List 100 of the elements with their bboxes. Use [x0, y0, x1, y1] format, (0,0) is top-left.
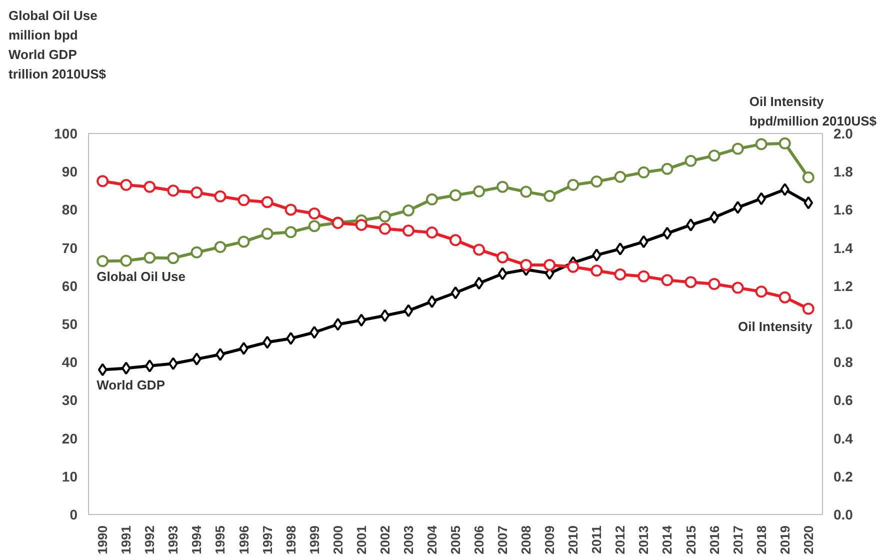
- point: [402, 204, 414, 216]
- y2-tick-label: 0.6: [834, 392, 854, 408]
- point: [544, 258, 556, 271]
- point: [450, 234, 462, 246]
- point: [708, 150, 720, 162]
- point: [238, 194, 250, 206]
- y-tick-label: 60: [62, 278, 78, 294]
- y2-axis-title: Oil Intensity bpd/million 2010US$: [749, 94, 878, 128]
- y2-tick-label: 0.4: [834, 430, 854, 446]
- y2-tick-label: 1.2: [834, 278, 854, 294]
- point: [145, 359, 154, 372]
- point: [496, 180, 509, 193]
- point: [474, 276, 484, 290]
- point: [426, 226, 438, 239]
- point: [261, 196, 274, 208]
- x-tick-label: 2000: [330, 526, 346, 554]
- point: [778, 291, 791, 304]
- y-tick-label: 50: [62, 316, 78, 332]
- x-tick-label: 2007: [495, 526, 510, 554]
- point: [638, 270, 650, 282]
- point: [639, 235, 648, 248]
- y2-tick-label: 1.6: [834, 202, 854, 218]
- y-tick-label: 70: [62, 240, 78, 256]
- x-tick-label: 2003: [400, 526, 416, 554]
- x-tick-label: 2008: [518, 526, 534, 554]
- point: [355, 218, 368, 231]
- point: [284, 226, 297, 238]
- point: [261, 228, 274, 240]
- point: [544, 190, 556, 202]
- y-tick-label: 90: [62, 164, 78, 180]
- point: [308, 208, 320, 220]
- point: [284, 204, 297, 216]
- x-tick-label: 2009: [542, 526, 558, 554]
- x-tick-label: 1998: [283, 526, 298, 554]
- point: [590, 264, 603, 277]
- point: [520, 186, 532, 198]
- point: [473, 244, 486, 256]
- point: [98, 363, 108, 376]
- point: [755, 286, 768, 298]
- x-tick-label: 1997: [260, 526, 275, 554]
- x-tick-label: 2012: [612, 526, 628, 554]
- point: [378, 210, 391, 223]
- point: [450, 286, 460, 300]
- x-tick-label: 1990: [95, 526, 110, 554]
- point: [167, 184, 180, 197]
- point: [684, 154, 697, 167]
- point: [333, 318, 343, 331]
- x-tick-label: 1999: [306, 526, 322, 554]
- point: [662, 226, 672, 240]
- y-tick-label: 100: [54, 126, 78, 142]
- point: [167, 252, 180, 264]
- x-tick-label: 2017: [730, 526, 746, 554]
- point: [614, 170, 626, 183]
- x-tick-label: 2011: [589, 526, 604, 554]
- point: [402, 224, 414, 237]
- point: [756, 192, 766, 206]
- point: [567, 178, 580, 191]
- point: [262, 336, 272, 349]
- point: [732, 282, 744, 294]
- point: [804, 196, 814, 210]
- y2-tick-label: 1.0: [834, 316, 854, 332]
- point: [356, 314, 366, 327]
- x-tick-label: 2020: [800, 526, 816, 554]
- point: [686, 218, 696, 232]
- point: [450, 189, 462, 202]
- point: [190, 186, 203, 199]
- point: [239, 342, 248, 355]
- x-tick-label: 2006: [472, 526, 487, 554]
- point: [96, 255, 109, 268]
- x-tick-label: 2015: [683, 526, 698, 554]
- point: [661, 162, 674, 175]
- x-tick-label: 1993: [166, 526, 181, 554]
- y2-tick-label: 0.2: [834, 468, 854, 484]
- x-tick-label: 1994: [189, 524, 204, 554]
- y2-tick-label: 1.8: [834, 164, 854, 180]
- x-tick-label: 1991: [118, 526, 134, 554]
- point: [190, 246, 203, 258]
- point: [286, 332, 296, 345]
- point: [238, 236, 250, 248]
- point: [614, 268, 626, 280]
- point: [520, 258, 532, 271]
- point: [708, 278, 720, 290]
- point: [310, 326, 320, 339]
- point: [638, 166, 650, 178]
- series-label: Global Oil Use: [96, 269, 186, 284]
- point: [380, 309, 390, 322]
- point: [168, 357, 178, 370]
- point: [120, 178, 132, 191]
- series-label: Oil Intensity: [738, 318, 814, 334]
- point: [120, 254, 132, 267]
- series-label: World GDP: [96, 378, 166, 393]
- x-tick-label: 2013: [636, 526, 652, 554]
- point: [216, 348, 225, 361]
- point: [661, 274, 674, 286]
- point: [684, 276, 697, 288]
- point: [590, 176, 603, 188]
- x-tick-label: 2010: [566, 526, 581, 554]
- point: [710, 210, 719, 224]
- y2-tick-label: 0.8: [834, 354, 854, 370]
- x-tick-label: 1996: [236, 526, 252, 554]
